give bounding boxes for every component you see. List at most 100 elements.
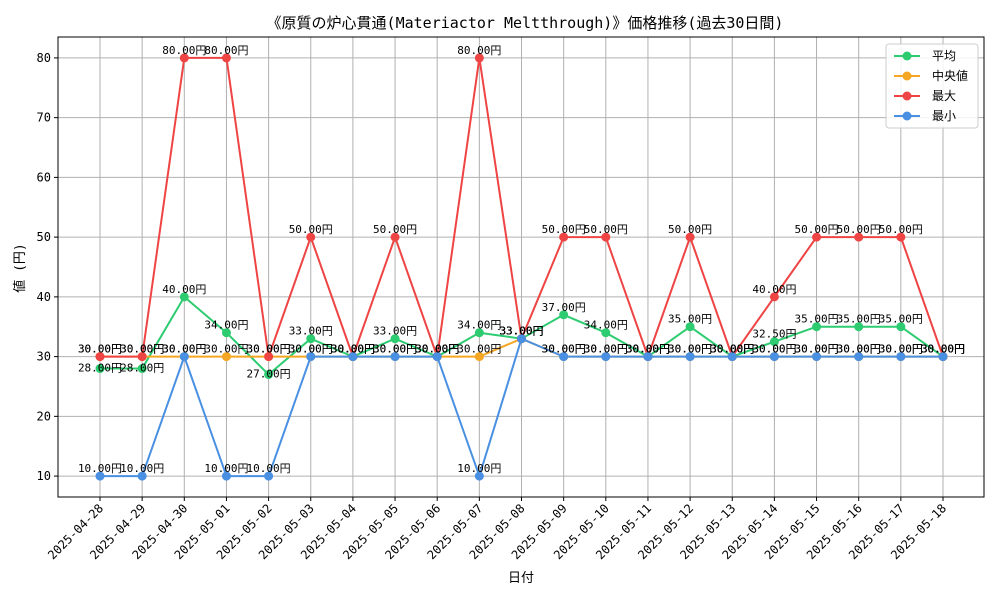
data-point <box>264 352 274 362</box>
data-label: 30.00円 <box>921 343 965 356</box>
data-label: 50.00円 <box>584 223 628 236</box>
data-point <box>854 232 864 242</box>
data-point <box>474 352 484 362</box>
data-label: 30.00円 <box>752 343 796 356</box>
data-label: 28.00円 <box>78 362 122 375</box>
data-point <box>769 292 779 302</box>
data-label: 30.00円 <box>120 343 164 356</box>
data-label: 30.00円 <box>415 343 459 356</box>
data-label: 27.00円 <box>247 368 291 381</box>
data-label: 30.00円 <box>710 343 754 356</box>
data-label: 30.00円 <box>794 343 838 356</box>
grid <box>58 37 984 497</box>
data-point <box>179 292 189 302</box>
data-point <box>896 322 906 332</box>
data-point <box>896 352 906 362</box>
data-point <box>812 232 822 242</box>
data-label: 35.00円 <box>879 313 923 326</box>
y-axis-title: 値 (円) <box>12 243 28 292</box>
legend-box <box>885 43 979 129</box>
data-point <box>685 322 695 332</box>
data-label: 33.00円 <box>373 325 417 338</box>
data-point <box>137 364 147 374</box>
data-label: 30.00円 <box>921 343 965 356</box>
data-label: 50.00円 <box>373 223 417 236</box>
data-point <box>769 352 779 362</box>
data-label: 33.00円 <box>499 325 543 338</box>
y-tick-label: 30 <box>37 350 51 364</box>
legend-marker <box>902 71 912 81</box>
data-point <box>306 334 316 344</box>
data-point <box>390 352 400 362</box>
data-label: 37.00円 <box>542 301 586 314</box>
data-point <box>643 352 653 362</box>
data-point <box>854 352 864 362</box>
y-tick-label: 40 <box>37 290 51 304</box>
data-point <box>390 334 400 344</box>
data-point <box>517 334 526 344</box>
data-label: 32.50円 <box>752 328 796 341</box>
data-label: 30.00円 <box>78 343 122 356</box>
data-point <box>306 232 316 242</box>
data-label: 35.00円 <box>837 313 881 326</box>
y-tick-label: 60 <box>37 170 51 184</box>
data-label: 30.00円 <box>921 343 965 356</box>
data-label: 30.00円 <box>626 343 670 356</box>
data-label: 30.00円 <box>457 343 501 356</box>
data-label: 30.00円 <box>289 343 333 356</box>
data-label: 34.00円 <box>204 319 248 332</box>
data-label: 30.00円 <box>162 343 206 356</box>
data-label: 30.00円 <box>289 343 333 356</box>
data-label: 30.00円 <box>584 343 628 356</box>
data-label: 30.00円 <box>794 343 838 356</box>
data-point <box>601 352 611 362</box>
data-label: 30.00円 <box>415 343 459 356</box>
data-point <box>95 352 105 362</box>
data-point <box>137 352 147 362</box>
data-point <box>769 337 779 347</box>
data-label: 30.00円 <box>204 343 248 356</box>
data-label: 30.00円 <box>331 343 375 356</box>
data-label: 50.00円 <box>794 223 838 236</box>
data-label: 50.00円 <box>542 223 586 236</box>
data-label: 10.00円 <box>78 462 122 475</box>
data-label: 30.00円 <box>331 343 375 356</box>
y-tick-label: 20 <box>37 409 51 423</box>
data-point <box>685 352 695 362</box>
data-label: 30.00円 <box>626 343 670 356</box>
data-label: 50.00円 <box>879 223 923 236</box>
legend-label: 平均 <box>932 49 956 63</box>
data-label: 30.00円 <box>373 343 417 356</box>
legend-label: 中央値 <box>932 68 968 83</box>
data-label: 30.00円 <box>331 343 375 356</box>
data-label: 10.00円 <box>204 462 248 475</box>
data-point <box>306 352 316 362</box>
data-label: 30.00円 <box>626 343 670 356</box>
data-label: 30.00円 <box>542 343 586 356</box>
data-point <box>854 322 864 332</box>
data-point <box>221 352 231 362</box>
data-label: 30.00円 <box>584 343 628 356</box>
data-point <box>179 352 189 362</box>
data-label: 33.00円 <box>499 325 543 338</box>
data-point <box>390 232 400 242</box>
data-label: 10.00円 <box>457 462 501 475</box>
data-label: 30.00円 <box>710 343 754 356</box>
data-label: 30.00円 <box>120 343 164 356</box>
y-axis: 10 20 30 40 50 60 70 80 <box>37 51 58 483</box>
data-point <box>95 471 105 481</box>
y-tick-label: 10 <box>37 469 51 483</box>
data-point <box>95 364 105 374</box>
data-label: 40.00円 <box>752 283 796 296</box>
data-label: 33.00円 <box>289 325 333 338</box>
y-tick-label: 80 <box>37 51 51 65</box>
data-point <box>474 328 484 338</box>
y-tick-label: 70 <box>37 111 51 125</box>
data-label: 40.00円 <box>162 283 206 296</box>
chart-title: 《原質の炉心貫通(Materiactor Meltthrough)》価格推移(過… <box>267 14 784 32</box>
data-label: 30.00円 <box>78 343 122 356</box>
data-label: 30.00円 <box>415 343 459 356</box>
data-label: 30.00円 <box>837 343 881 356</box>
